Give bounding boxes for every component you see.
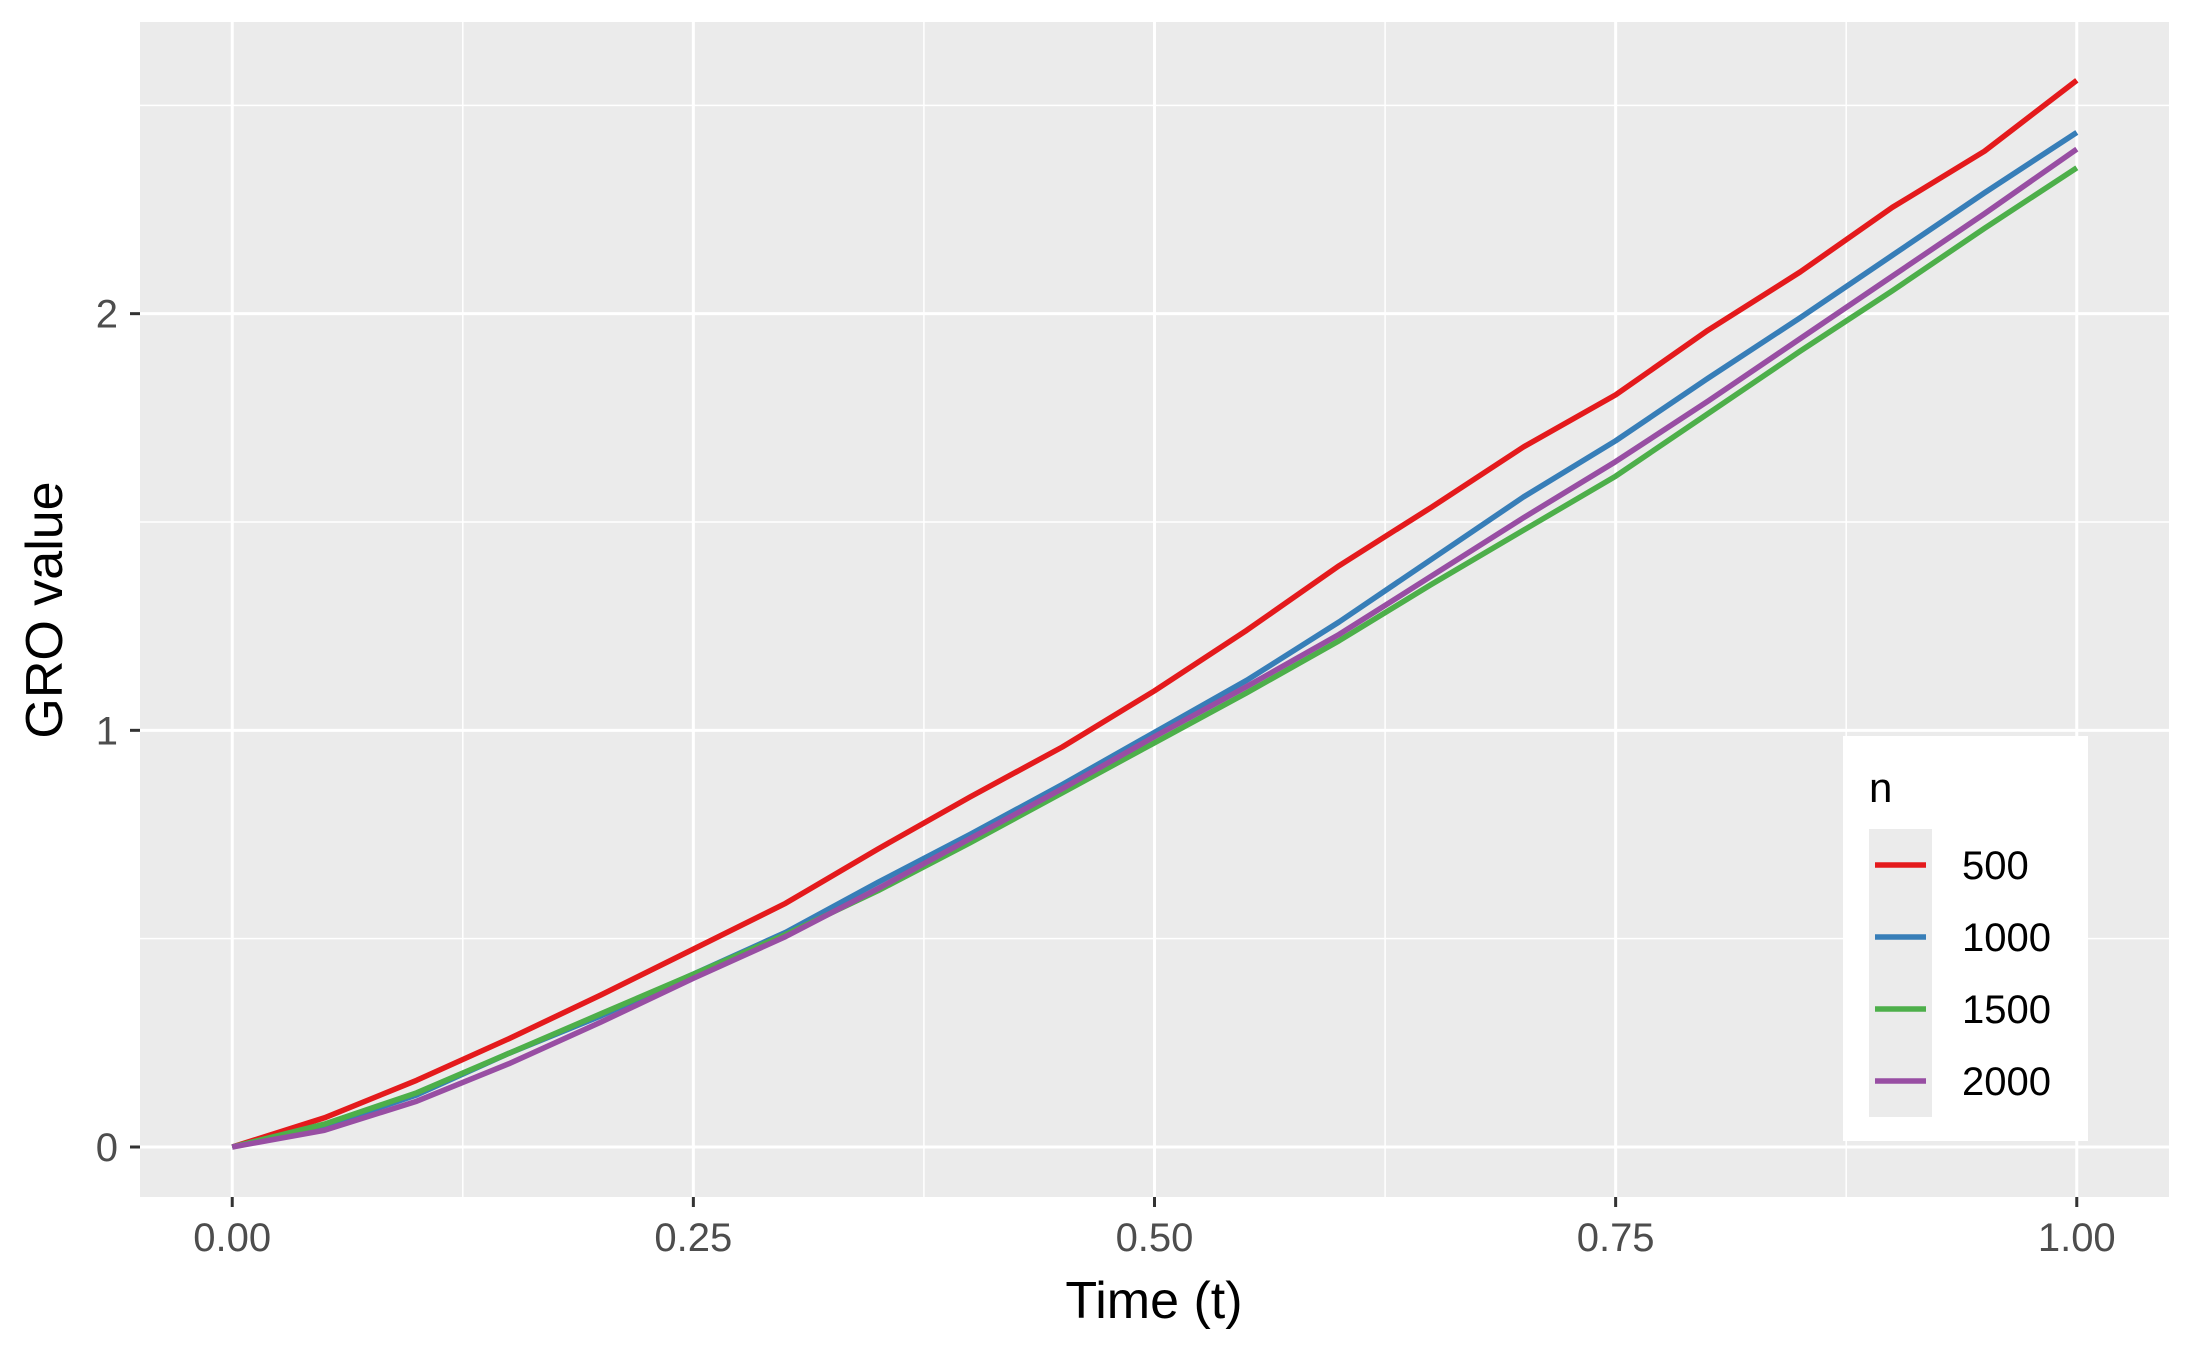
- x-tick-labels: 0.00 0.25 0.50 0.75 1.00: [193, 1216, 2115, 1260]
- y-axis-title: GRO value: [16, 481, 74, 738]
- y-tick-labels: 0 1 2: [96, 293, 118, 1170]
- series-lines: [231, 78, 2079, 1150]
- legend-title: n: [1869, 764, 1892, 811]
- axis-ticks: [130, 312, 2079, 1207]
- y-tick-label: 0: [96, 1126, 118, 1170]
- x-tick-label: 0.75: [1577, 1216, 1655, 1260]
- x-axis-title: Time (t): [1065, 1272, 1242, 1330]
- legend: n 500 1000 1500 2000: [1843, 736, 2088, 1141]
- legend-label-1500: 1500: [1962, 988, 2051, 1032]
- legend-label-500: 500: [1962, 844, 2029, 888]
- legend-label-2000: 2000: [1962, 1060, 2051, 1104]
- series-line-1500: [231, 165, 2079, 1150]
- series-line-500: [231, 78, 2079, 1150]
- x-tick-label: 0.00: [193, 1216, 271, 1260]
- x-tick-label: 1.00: [2038, 1216, 2116, 1260]
- x-tick-label: 0.25: [654, 1216, 732, 1260]
- series-line-2000: [231, 146, 2079, 1150]
- y-tick-label: 2: [96, 293, 118, 337]
- legend-label-1000: 1000: [1962, 916, 2051, 960]
- legend-items: 500 1000 1500 2000: [1869, 829, 2051, 1117]
- y-tick-label: 1: [96, 709, 118, 753]
- x-tick-label: 0.50: [1116, 1216, 1194, 1260]
